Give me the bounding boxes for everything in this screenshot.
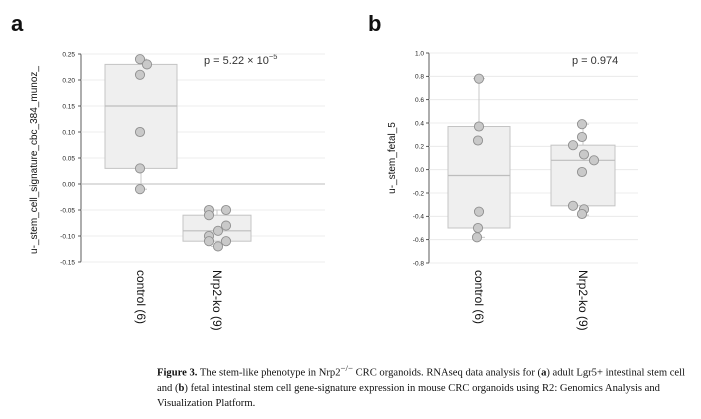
panel-a: a u-_stem_cell_signature_cbc_384_munoz_ … [11, 11, 325, 331]
data-point [567, 200, 579, 211]
data-point [576, 166, 588, 178]
caption-ref-b: b [178, 382, 185, 394]
data-point [578, 149, 590, 160]
y-tick-label: 0.6 [415, 97, 424, 104]
category-label: Nrp2-ko (9) [576, 270, 590, 331]
y-tick-label: 0.00 [62, 181, 75, 188]
data-point [134, 54, 146, 65]
data-point [220, 220, 232, 231]
category-labels-a: control (6) Nrp2-ko (9) [134, 270, 224, 331]
data-point [203, 210, 215, 221]
panel-b: b u-_stem_fetal_5 p = 0.974 1.0 0.8 0.6 0.4… [368, 11, 638, 331]
data-point [576, 131, 588, 143]
data-point [203, 236, 215, 247]
category-label: Nrp2-ko (9) [210, 270, 224, 331]
data-point [134, 163, 146, 174]
y-tick-label: 0.05 [62, 155, 75, 162]
y-tick-label: 0.10 [62, 129, 75, 136]
data-point [567, 140, 579, 151]
y-tick-label: -0.05 [60, 207, 75, 214]
p-value-b-text: p = 0.974 [572, 55, 618, 67]
y-tick-label: -0.6 [413, 237, 425, 244]
y-tick-label: -0.8 [413, 260, 425, 267]
data-point [588, 155, 600, 166]
data-point [471, 232, 483, 243]
p-value-a: p = 5.22 × 10−5 [204, 52, 277, 67]
caption-superscript: −/− [340, 363, 353, 373]
data-point [472, 135, 484, 146]
data-point [220, 204, 232, 216]
y-axis-title-a: u-_stem_cell_signature_cbc_384_munoz_ [29, 66, 40, 254]
category-labels-b: control (6) Nrp2-ko (9) [472, 270, 590, 331]
caption-part2: CRC organoids. RNAseq data analysis for … [352, 367, 542, 379]
category-label: control (6) [134, 270, 148, 324]
data-point [220, 236, 232, 247]
y-tick-label: 0.20 [62, 77, 75, 84]
caption-part1: The stem-like phenotype in Nrp2 [197, 367, 341, 379]
panel-letter-a: a [11, 11, 24, 36]
data-point [212, 241, 224, 252]
y-tick-label: 0.4 [415, 120, 424, 127]
data-point [472, 222, 484, 234]
p-value-b: p = 0.974 [572, 55, 618, 67]
y-tick-label: -0.10 [60, 233, 75, 240]
category-label: control (6) [472, 270, 486, 324]
chart-marks-a [81, 54, 325, 252]
data-point [134, 184, 146, 195]
y-tick-label: 0.25 [62, 51, 75, 58]
figure-caption: Figure 3. The stem-like phenotype in Nrp… [157, 361, 697, 411]
y-axis-title-b: u-_stem_fetal_5 [387, 122, 398, 194]
panel-letter-b: b [368, 11, 381, 36]
y-tick-label: -0.15 [60, 259, 75, 266]
data-point [134, 126, 146, 138]
data-point [473, 206, 485, 217]
data-point [141, 59, 153, 70]
y-tick-label: 0.8 [415, 74, 424, 81]
data-point [212, 225, 224, 236]
caption-part4: ) fetal intestinal stem cell gene-signat… [157, 382, 660, 409]
figure-canvas: a u-_stem_cell_signature_cbc_384_munoz_ … [11, 11, 638, 331]
data-point [576, 208, 588, 220]
data-point [134, 69, 146, 80]
box-iqr [104, 63, 178, 169]
y-tick-label: -0.4 [413, 214, 425, 221]
data-point [473, 73, 485, 84]
p-value-a-text: p = 5.22 × 10 [204, 55, 269, 67]
caption-part3: ) adult Lgr5+ intestinal stem cell and ( [157, 367, 686, 394]
data-point [473, 121, 485, 132]
chart-marks-b [447, 73, 616, 243]
data-point [576, 119, 588, 130]
y-tick-label: 0.2 [415, 144, 424, 151]
p-value-a-exponent: −5 [269, 52, 278, 61]
y-tick-label: 0.15 [62, 103, 75, 110]
y-tick-label: -0.2 [413, 190, 425, 197]
caption-ref-a: a [541, 367, 547, 379]
y-tick-label: 0.0 [415, 167, 424, 174]
y-tick-label: 1.0 [415, 50, 424, 57]
caption-label: Figure 3. [157, 367, 198, 379]
